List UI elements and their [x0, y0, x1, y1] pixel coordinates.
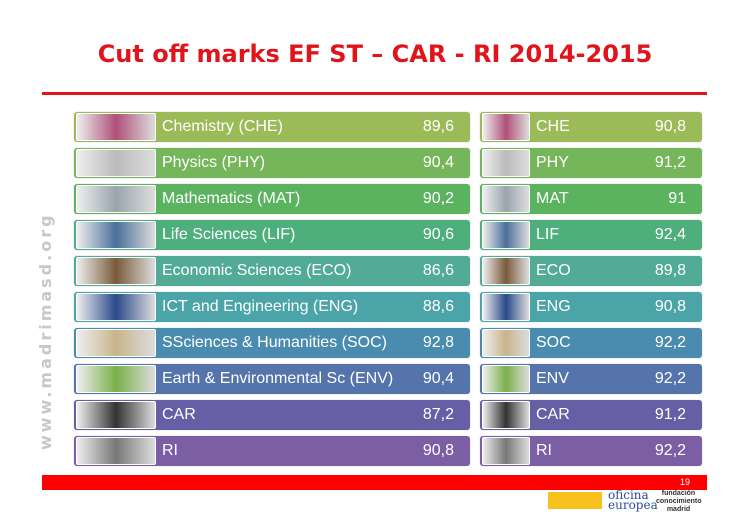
subject-value: 92,2 — [654, 442, 686, 459]
ef-row: SSciences & Humanities (SOC) 92,8 — [74, 328, 470, 358]
oficina-europea-logo: oficina europea — [608, 488, 658, 512]
subject-image — [76, 257, 156, 285]
subject-value: 90,2 — [422, 190, 454, 207]
subject-value: 89,6 — [422, 118, 454, 135]
subject-value: 90,4 — [422, 370, 454, 387]
right-row: CAR 91,2 — [480, 400, 702, 430]
watermark: www.madrimasd.org — [36, 212, 55, 450]
right-row: PHY 91,2 — [480, 148, 702, 178]
subject-image — [76, 293, 156, 321]
subject-label: ICT and Engineering (ENG) — [162, 298, 359, 315]
subject-image — [482, 149, 530, 177]
subject-code: RI — [536, 442, 552, 459]
subject-value: 90,4 — [422, 154, 454, 171]
ef-row: CAR 87,2 — [74, 400, 470, 430]
subject-label: RI — [162, 442, 178, 459]
subject-code: LIF — [536, 226, 560, 243]
ef-row: Life Sciences (LIF) 90,6 — [74, 220, 470, 250]
subject-code: CHE — [536, 118, 570, 135]
subject-value: 88,6 — [422, 298, 454, 315]
ef-row: ICT and Engineering (ENG) 88,6 — [74, 292, 470, 322]
ef-row: Chemistry (CHE) 89,6 — [74, 112, 470, 142]
subject-value: 90,8 — [654, 118, 686, 135]
subject-image — [482, 113, 530, 141]
footer-bar — [42, 475, 707, 490]
ef-row: RI 90,8 — [74, 436, 470, 466]
subject-label: SSciences & Humanities (SOC) — [162, 334, 387, 351]
subject-image — [482, 329, 530, 357]
subject-value: 86,6 — [422, 262, 454, 279]
subject-value: 92,2 — [654, 334, 686, 351]
subject-code: SOC — [536, 334, 571, 351]
subject-code: CAR — [536, 406, 570, 423]
subject-image — [76, 221, 156, 249]
subject-image — [76, 113, 156, 141]
subject-label: Earth & Environmental Sc (ENV) — [162, 370, 394, 387]
subject-image — [76, 401, 156, 429]
subject-image — [76, 365, 156, 393]
subject-value: 87,2 — [422, 406, 454, 423]
subject-image — [482, 365, 530, 393]
right-row: ECO 89,8 — [480, 256, 702, 286]
subject-value: 90,8 — [654, 298, 686, 315]
subject-image — [482, 185, 530, 213]
title-divider — [42, 92, 707, 95]
right-row: LIF 92,4 — [480, 220, 702, 250]
subject-value: 90,6 — [422, 226, 454, 243]
subject-image — [76, 185, 156, 213]
subject-value: 91 — [668, 190, 686, 207]
spain-government-logo — [548, 492, 602, 509]
right-row: ENV 92,2 — [480, 364, 702, 394]
subject-value: 91,2 — [654, 406, 686, 423]
subject-image — [482, 293, 530, 321]
subject-value: 89,8 — [654, 262, 686, 279]
right-row: RI 92,2 — [480, 436, 702, 466]
ef-row: Mathematics (MAT) 90,2 — [74, 184, 470, 214]
right-row: ENG 90,8 — [480, 292, 702, 322]
subject-image — [482, 257, 530, 285]
subject-value: 92,4 — [654, 226, 686, 243]
subject-code: ENG — [536, 298, 571, 315]
subject-label: Economic Sciences (ECO) — [162, 262, 352, 279]
subject-value: 90,8 — [422, 442, 454, 459]
subject-image — [482, 221, 530, 249]
right-row: SOC 92,2 — [480, 328, 702, 358]
subject-label: Mathematics (MAT) — [162, 190, 301, 207]
right-row: MAT 91 — [480, 184, 702, 214]
subject-code: ECO — [536, 262, 571, 279]
ef-row: Economic Sciences (ECO) 86,6 — [74, 256, 470, 286]
fundacion-logo: fundación conocimiento madrid — [656, 490, 702, 513]
right-row: CHE 90,8 — [480, 112, 702, 142]
page-number: 19 — [679, 477, 690, 487]
ef-row: Physics (PHY) 90,4 — [74, 148, 470, 178]
subject-code: ENV — [536, 370, 569, 387]
subject-label: Life Sciences (LIF) — [162, 226, 296, 243]
subject-code: MAT — [536, 190, 569, 207]
subject-label: Chemistry (CHE) — [162, 118, 283, 135]
ef-row: Earth & Environmental Sc (ENV) 90,4 — [74, 364, 470, 394]
subject-label: Physics (PHY) — [162, 154, 266, 171]
subject-image — [482, 437, 530, 465]
subject-image — [76, 149, 156, 177]
subject-image — [482, 401, 530, 429]
slide-title: Cut off marks EF ST – CAR - RI 2014-2015 — [97, 40, 653, 68]
subject-code: PHY — [536, 154, 569, 171]
subject-label: CAR — [162, 406, 196, 423]
subject-value: 91,2 — [654, 154, 686, 171]
subject-value: 92,8 — [422, 334, 454, 351]
subject-image — [76, 329, 156, 357]
subject-value: 92,2 — [654, 370, 686, 387]
subject-image — [76, 437, 156, 465]
